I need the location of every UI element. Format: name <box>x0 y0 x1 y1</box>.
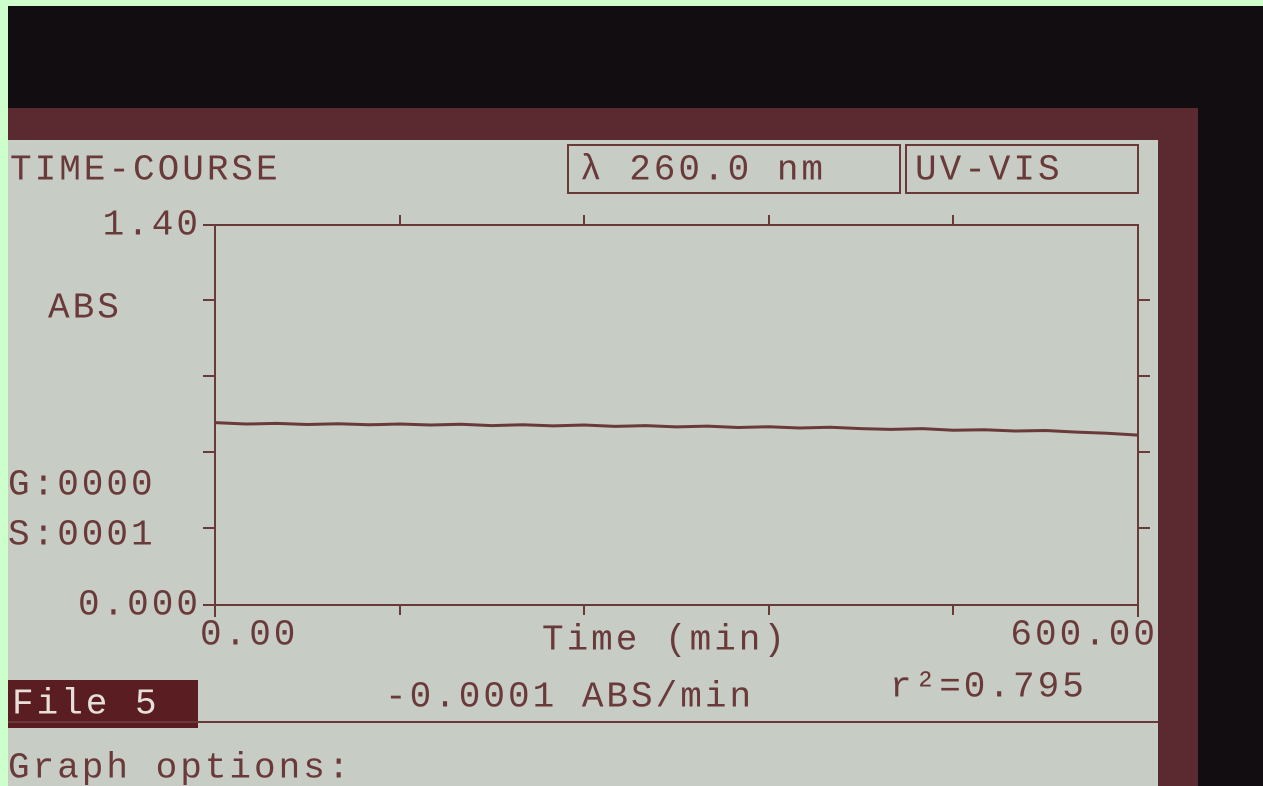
y-unit: ABS <box>48 288 122 329</box>
wavelength-box <box>567 144 901 194</box>
lamp-box <box>905 144 1139 194</box>
x-axis-label: Time (min) <box>542 620 788 661</box>
plot-frame <box>214 224 1139 606</box>
x-tick-label: 0.00 <box>200 615 298 656</box>
mode-title: TIME-COURSE <box>10 150 281 191</box>
slope: -0.0001 ABS/min <box>385 677 754 718</box>
display <box>8 140 1158 786</box>
r-squared: r²=0.795 <box>890 667 1087 708</box>
wavelength: λ 260.0 nm <box>580 150 826 191</box>
data-line <box>214 421 1139 437</box>
lamp: UV-VIS <box>915 150 1063 191</box>
minor-ticks <box>203 215 1150 615</box>
g-counter: G:0000 <box>8 465 156 506</box>
y-tick-label: 0.000 <box>78 585 201 626</box>
y-tick-label: 1.40 <box>103 205 201 246</box>
file-label: File 5 <box>12 684 160 725</box>
s-counter: S:0001 <box>8 515 156 556</box>
x-tick-label: 600.00 <box>1010 615 1158 656</box>
prompt: Graph options: <box>8 748 352 786</box>
file-badge <box>8 680 198 728</box>
